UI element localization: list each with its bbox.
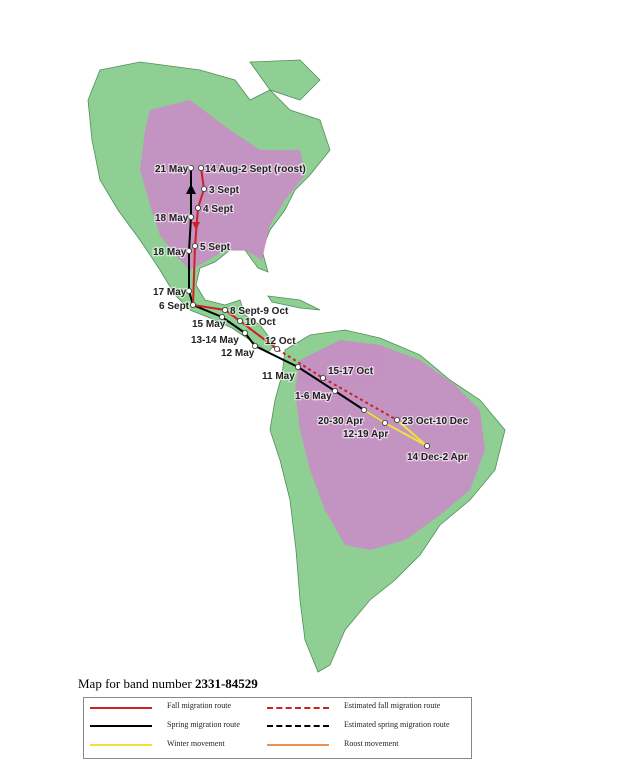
location-marker: [393, 416, 400, 423]
location-label: 20-30 Apr: [318, 416, 363, 427]
location-label: 12-19 Apr: [343, 429, 388, 440]
location-label: 3 Sept: [209, 185, 240, 196]
legend-swatch-est-fall: [267, 707, 329, 709]
location-label: 12 May: [221, 348, 255, 359]
location-marker: [331, 387, 338, 394]
routes: [186, 167, 428, 447]
location-points: 21 May 14 Aug-2 Sept (roost) 3 Sept 4 Sept 1…: [152, 163, 470, 465]
greenland: [249, 59, 321, 101]
range-south-america: [295, 340, 485, 550]
location-marker: [187, 213, 194, 220]
location-label: 6 Sept: [159, 301, 190, 312]
location-marker: [200, 185, 207, 192]
estimated-fall-route: [224, 309, 398, 421]
location-marker: [251, 342, 258, 349]
location-marker: [197, 164, 204, 171]
location-label: 11 May: [262, 371, 295, 382]
caption-prefix: Map for band number: [78, 676, 192, 691]
location-label: 5 Sept: [200, 242, 231, 253]
location-marker: [221, 306, 228, 313]
location-label: 8 Sept-9 Oct: [230, 306, 289, 317]
location-marker: [241, 329, 248, 336]
legend-swatch-est-spring: [267, 725, 329, 727]
legend-label-spring: Spring migration route: [167, 720, 240, 729]
winter-movement: [363, 409, 428, 447]
legend-swatch-roost: [267, 744, 329, 746]
spring-route: [188, 168, 386, 424]
legend-label-winter: Winter movement: [167, 739, 225, 748]
location-marker: [360, 406, 367, 413]
location-label: 23 Oct-10 Dec: [402, 416, 469, 427]
location-marker: [236, 317, 243, 324]
location-label: 18 May: [153, 247, 187, 258]
legend-swatch-winter: [90, 744, 152, 746]
spring-arrow-icon: [186, 184, 196, 194]
band-number: 2331-84529: [194, 676, 258, 691]
legend-label-roost: Roost movement: [344, 739, 399, 748]
location-marker: [218, 313, 225, 320]
location-label: 15 May: [192, 319, 226, 330]
location-label: 14 Aug-2 Sept (roost): [205, 164, 306, 175]
location-marker: [273, 345, 280, 352]
location-label: 17 May: [153, 287, 187, 298]
legend-label-est-fall: Estimated fall migration route: [344, 701, 441, 710]
fall-arrow-icon: [192, 222, 200, 230]
location-marker: [381, 419, 388, 426]
species-range: [140, 100, 485, 550]
location-marker: [191, 242, 198, 249]
location-label: 12 Oct: [265, 336, 296, 347]
fall-route: [191, 167, 278, 350]
location-marker: [189, 301, 196, 308]
location-marker: [187, 164, 194, 171]
legend: Fall migration route Estimated fall migr…: [83, 697, 472, 759]
location-marker: [423, 442, 430, 449]
location-marker: [194, 204, 201, 211]
location-label: 14 Dec-2 Apr: [407, 452, 468, 463]
location-label: 21 May: [155, 164, 189, 175]
location-marker: [319, 374, 326, 381]
location-label: 1-6 May: [295, 391, 332, 402]
location-label: 10 Oct: [245, 317, 276, 328]
legend-label-fall: Fall migration route: [167, 701, 231, 710]
location-label: 13-14 May: [191, 335, 239, 346]
range-north-america: [140, 100, 305, 270]
location-marker: [294, 363, 301, 370]
migration-map: 21 May 14 Aug-2 Sept (roost) 3 Sept 4 Sept 1…: [87, 59, 506, 673]
location-label: 18 May: [155, 213, 189, 224]
cuba: [267, 295, 321, 311]
location-marker: [185, 287, 192, 294]
location-label: 4 Sept: [203, 204, 234, 215]
location-label: 15-17 Oct: [328, 366, 374, 377]
location-marker: [185, 247, 192, 254]
legend-swatch-fall: [90, 707, 152, 709]
legend-label-est-spring: Estimated spring migration route: [344, 720, 450, 729]
legend-swatch-spring: [90, 725, 152, 727]
map-caption: Map for band number 2331-84529: [78, 676, 258, 692]
